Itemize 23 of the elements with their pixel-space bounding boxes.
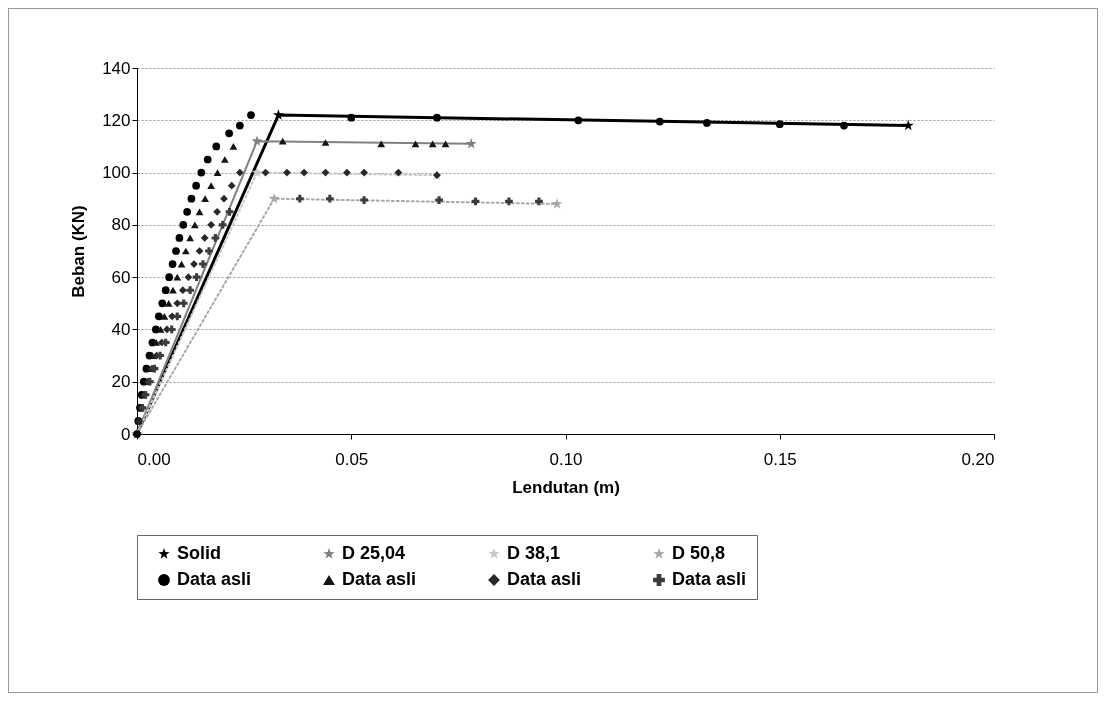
x-axis-title: Lendutan (m)	[512, 477, 620, 497]
y-axis-title: Beban (KN)	[69, 205, 89, 298]
y-tick-label: 20	[111, 372, 131, 392]
x-tick-label: 0.00	[137, 449, 171, 469]
legend-label: D 50,8	[672, 543, 726, 563]
legend-label: Data asli	[177, 569, 252, 589]
x-tick-label: 0.05	[335, 449, 369, 469]
legend-label: D 38,1	[507, 543, 561, 563]
y-tick-label: 140	[102, 58, 131, 78]
x-tick-label: 0.20	[961, 449, 995, 469]
y-tick-label: 0	[121, 424, 131, 444]
legend-label: D 25,04	[342, 543, 406, 563]
y-tick-label: 40	[111, 319, 131, 339]
y-tick-label: 100	[102, 163, 131, 183]
legend-label: Data asli	[672, 569, 747, 589]
legend-label: Solid	[177, 543, 221, 563]
legend-label: Data asli	[342, 569, 417, 589]
legend-label: Data asli	[507, 569, 582, 589]
y-tick-label: 120	[102, 110, 131, 130]
y-tick-label: 60	[111, 267, 131, 287]
y-tick-label: 80	[111, 215, 131, 235]
x-tick-label: 0.10	[549, 449, 583, 469]
x-tick-label: 0.15	[763, 449, 797, 469]
